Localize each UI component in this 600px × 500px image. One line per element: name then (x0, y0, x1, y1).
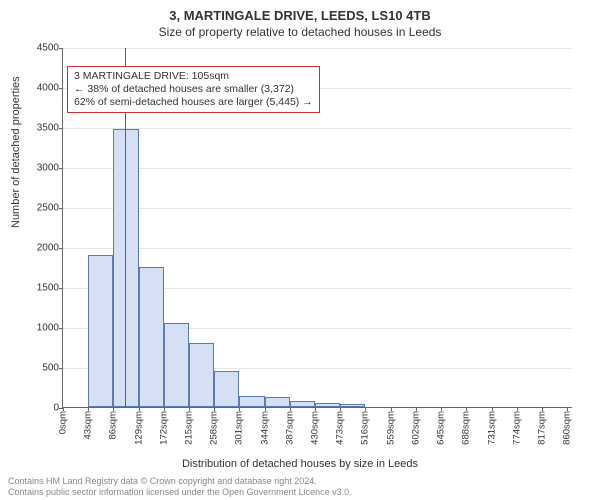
x-tick-label: 473sqm (335, 411, 346, 445)
annotation-line: ← 38% of detached houses are smaller (3,… (74, 83, 313, 96)
y-tick-label: 500 (42, 363, 59, 374)
y-tick-mark (59, 88, 63, 89)
annotation-box: 3 MARTINGALE DRIVE: 105sqm← 38% of detac… (67, 66, 320, 113)
plot-area: 0500100015002000250030003500400045000sqm… (62, 48, 572, 408)
histogram-bar (315, 403, 340, 407)
y-tick-mark (59, 248, 63, 249)
x-tick-label: 258sqm (209, 411, 220, 445)
y-tick-label: 2000 (37, 243, 59, 254)
x-tick-label: 731sqm (486, 411, 497, 445)
gridline (63, 128, 572, 129)
x-tick-label: 86sqm (108, 411, 119, 440)
histogram-bar (265, 397, 290, 407)
gridline (63, 48, 572, 49)
y-tick-label: 2500 (37, 203, 59, 214)
gridline (63, 168, 572, 169)
x-tick-label: 129sqm (133, 411, 144, 445)
footer-line-2: Contains public sector information licen… (8, 487, 592, 498)
histogram-bar (239, 396, 264, 407)
x-tick-label: 344sqm (259, 411, 270, 445)
footer-line-1: Contains HM Land Registry data © Crown c… (8, 476, 592, 487)
footer-attribution: Contains HM Land Registry data © Crown c… (8, 476, 592, 499)
gridline (63, 248, 572, 249)
y-tick-label: 1000 (37, 323, 59, 334)
x-tick-label: 430sqm (310, 411, 321, 445)
x-tick-label: 559sqm (385, 411, 396, 445)
y-tick-mark (59, 288, 63, 289)
histogram-bar (113, 129, 138, 407)
x-tick-label: 602sqm (410, 411, 421, 445)
x-tick-label: 817sqm (536, 411, 547, 445)
annotation-line: 3 MARTINGALE DRIVE: 105sqm (74, 70, 313, 83)
histogram-bar (139, 267, 164, 407)
x-tick-label: 774sqm (511, 411, 522, 445)
y-tick-mark (59, 368, 63, 369)
gridline (63, 208, 572, 209)
histogram-bar (290, 401, 315, 407)
annotation-line: 62% of semi-detached houses are larger (… (74, 96, 313, 109)
chart-subtitle: Size of property relative to detached ho… (0, 25, 600, 39)
x-tick-label: 645sqm (436, 411, 447, 445)
y-tick-mark (59, 48, 63, 49)
x-tick-label: 172sqm (158, 411, 169, 445)
histogram-bar (164, 323, 189, 407)
x-tick-label: 516sqm (360, 411, 371, 445)
y-tick-mark (59, 328, 63, 329)
chart-title: 3, MARTINGALE DRIVE, LEEDS, LS10 4TB (0, 0, 600, 23)
y-tick-label: 4000 (37, 83, 59, 94)
y-tick-mark (59, 128, 63, 129)
y-tick-label: 3500 (37, 123, 59, 134)
y-tick-label: 3000 (37, 163, 59, 174)
x-tick-label: 43sqm (83, 411, 94, 440)
histogram-bar (214, 371, 239, 407)
y-tick-mark (59, 208, 63, 209)
x-tick-label: 688sqm (461, 411, 472, 445)
histogram-bar (88, 255, 113, 407)
histogram-bar (340, 404, 365, 407)
x-tick-label: 387sqm (284, 411, 295, 445)
y-tick-mark (59, 168, 63, 169)
plot-inner: 0500100015002000250030003500400045000sqm… (62, 48, 572, 408)
y-tick-label: 1500 (37, 283, 59, 294)
chart-container: 3, MARTINGALE DRIVE, LEEDS, LS10 4TB Siz… (0, 0, 600, 500)
y-axis-label: Number of detached properties (10, 76, 22, 228)
x-tick-label: 301sqm (234, 411, 245, 445)
histogram-bar (189, 343, 214, 407)
x-tick-label: 0sqm (58, 411, 69, 434)
y-tick-label: 4500 (37, 43, 59, 54)
x-tick-label: 215sqm (184, 411, 195, 445)
x-axis-label: Distribution of detached houses by size … (0, 458, 600, 470)
x-tick-label: 860sqm (562, 411, 573, 445)
